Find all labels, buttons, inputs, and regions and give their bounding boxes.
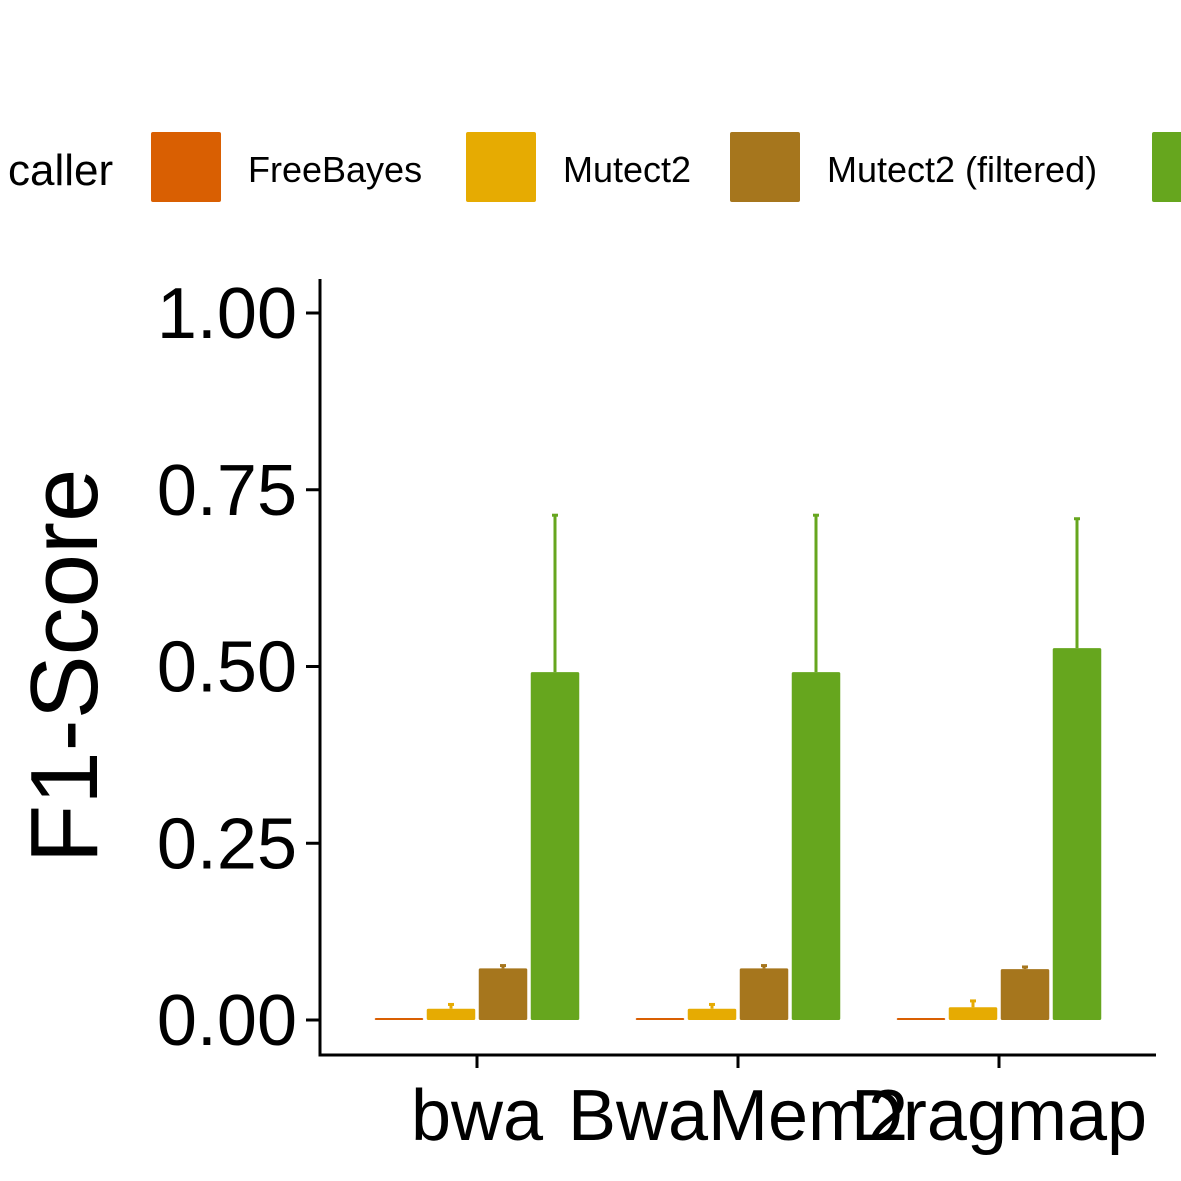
legend-title: caller [8, 146, 113, 195]
axes: F1-Score 0.00 0.25 0.50 0.75 1.00 bwa BwaMem2D… [11, 274, 1156, 1156]
legend-key [730, 132, 800, 202]
bar [1000, 969, 1050, 1020]
legend-key [466, 132, 536, 202]
legend-label: Mutect2 (filtered) [827, 149, 1097, 190]
x-tick-label: Dragmap [851, 1076, 1147, 1156]
bar [478, 968, 528, 1020]
legend-key [151, 132, 221, 202]
bar [1052, 648, 1102, 1020]
x-tick-label: BwaMem2 [568, 1076, 908, 1156]
bar [530, 672, 580, 1020]
bars [374, 513, 1102, 1020]
y-tick-label: 1.00 [157, 274, 297, 354]
bar [426, 1008, 476, 1020]
bar [948, 1007, 998, 1020]
legend-key [1152, 132, 1181, 202]
bar [687, 1008, 737, 1020]
bar [896, 1018, 946, 1020]
y-axis-title: F1-Score [11, 469, 118, 864]
y-tick-label: 0.75 [157, 451, 297, 531]
y-tick-label: 0.00 [157, 981, 297, 1061]
x-tick-label: bwa [411, 1076, 544, 1156]
bar [635, 1018, 685, 1020]
y-tick-label: 0.25 [157, 804, 297, 884]
bar [374, 1018, 424, 1020]
legend-label: Mutect2 [563, 149, 691, 190]
legend-label: FreeBayes [248, 149, 422, 190]
legend: caller FreeBayes Mutect2 Mutect2 (filtered… [8, 132, 1181, 202]
y-tick-label: 0.50 [157, 628, 297, 708]
bar [791, 672, 841, 1020]
bar [739, 968, 789, 1020]
